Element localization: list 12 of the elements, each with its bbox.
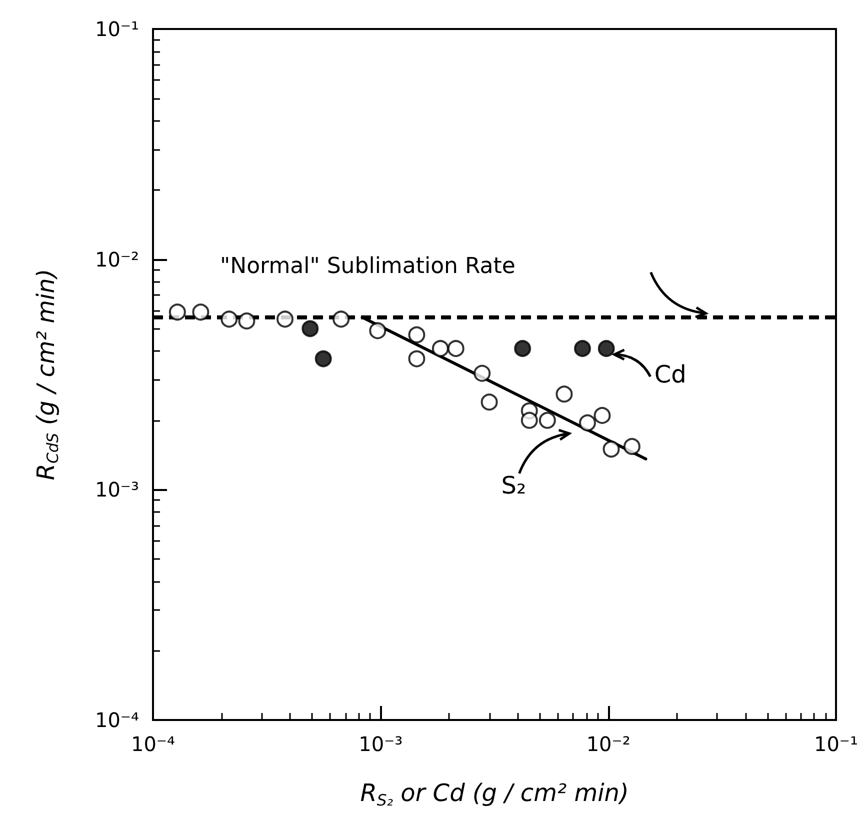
- annotation: S₂: [501, 471, 526, 500]
- y-tick-label: 10⁻¹: [94, 17, 139, 41]
- x-tick-label: 10⁻⁴: [130, 732, 176, 756]
- y-tick-label: 10⁻²: [94, 247, 139, 272]
- x-tick-label: 10⁻¹: [814, 732, 858, 756]
- y-tick-label: 10⁻⁴: [94, 708, 139, 732]
- ref-line-label: "Normal" Sublimation Rate: [220, 254, 516, 279]
- x-tick-label: 10⁻³: [358, 732, 403, 756]
- y-tick-label: 10⁻³: [94, 478, 139, 502]
- annotation: Cd: [654, 360, 686, 389]
- x-tick-label: 10⁻²: [586, 732, 630, 756]
- y-axis-title: RCdS (g / cm² min): [32, 268, 62, 480]
